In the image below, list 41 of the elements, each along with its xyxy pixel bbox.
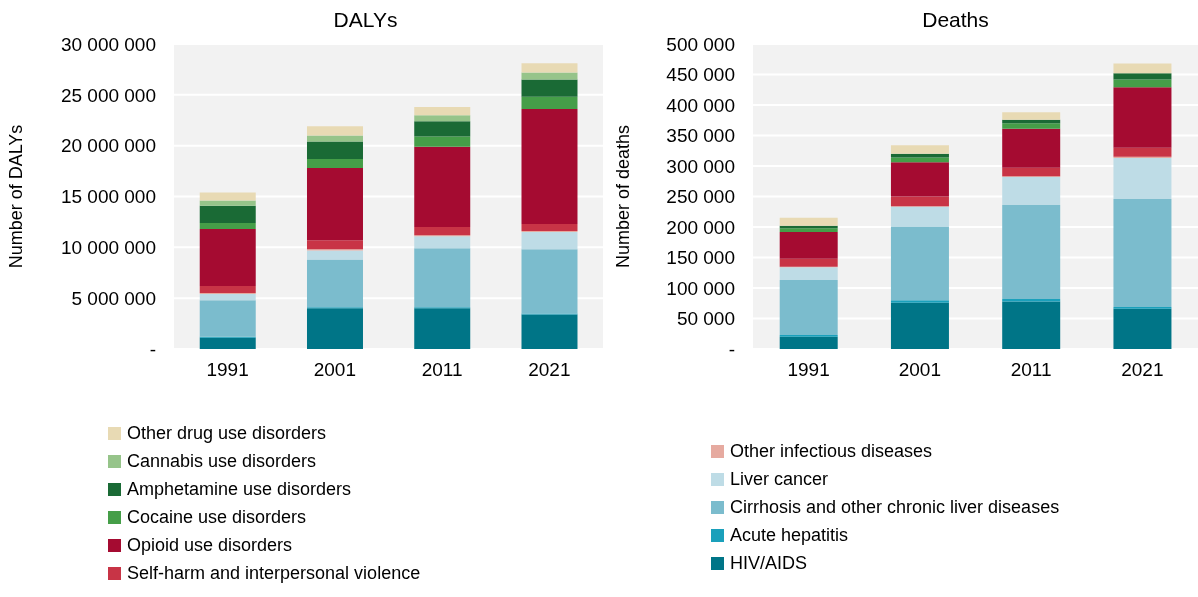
- legend-label: Liver cancer: [730, 468, 829, 490]
- legend-label: Self-harm and interpersonal violence: [127, 562, 421, 584]
- y-tick-label: 200 000: [666, 216, 735, 238]
- y-tick-label: 250 000: [666, 186, 735, 208]
- legend-label: Acute hepatitis: [730, 524, 849, 546]
- y-tick-label: 20 000 000: [60, 135, 156, 157]
- x-tick-label: 1991: [206, 359, 249, 381]
- y-tick-label: 300 000: [666, 155, 735, 177]
- x-tick-label: 1991: [787, 359, 830, 381]
- y-tick-label: -: [149, 338, 156, 360]
- y-tick-label: 500 000: [666, 33, 735, 55]
- chart-title: DALYs: [332, 8, 399, 33]
- y-tick-label: 15 000 000: [60, 186, 156, 208]
- legend-label: Other infectious diseases: [730, 440, 933, 462]
- x-tick-label: 2021: [528, 359, 571, 381]
- legend-label: Cannabis use disorders: [127, 450, 317, 472]
- legend-label: Cirrhosis and other chronic liver diseases: [730, 496, 1060, 518]
- y-tick-label: 400 000: [666, 94, 735, 116]
- x-tick-label: 2001: [313, 359, 357, 381]
- legend-label: Opioid use disorders: [127, 534, 293, 556]
- y-tick-label: 25 000 000: [60, 84, 156, 106]
- y-tick-label: 5 000 000: [71, 287, 156, 309]
- x-tick-label: 2011: [1010, 359, 1052, 381]
- y-tick-label: 100 000: [666, 277, 735, 299]
- legend-label: Other drug use disorders: [127, 422, 327, 444]
- y-tick-label: -: [728, 338, 735, 360]
- y-tick-label: 50 000: [676, 308, 735, 330]
- chart-title: Deaths: [921, 8, 990, 33]
- y-tick-label: 350 000: [666, 125, 735, 147]
- y-axis-title: Number of deaths: [613, 124, 634, 269]
- x-tick-label: 2001: [898, 359, 942, 381]
- x-tick-label: 2021: [1121, 359, 1164, 381]
- x-tick-label: 2011: [421, 359, 463, 381]
- y-tick-label: 150 000: [666, 247, 735, 269]
- legend-label: Cocaine use disorders: [127, 506, 307, 528]
- y-tick-label: 10 000 000: [60, 237, 156, 259]
- y-tick-label: 30 000 000: [60, 33, 156, 55]
- legend-label: Amphetamine use disorders: [127, 478, 352, 500]
- y-axis-title: Number of DALYs: [6, 124, 27, 269]
- legend-label: HIV/AIDS: [730, 552, 808, 574]
- y-tick-label: 450 000: [666, 64, 735, 86]
